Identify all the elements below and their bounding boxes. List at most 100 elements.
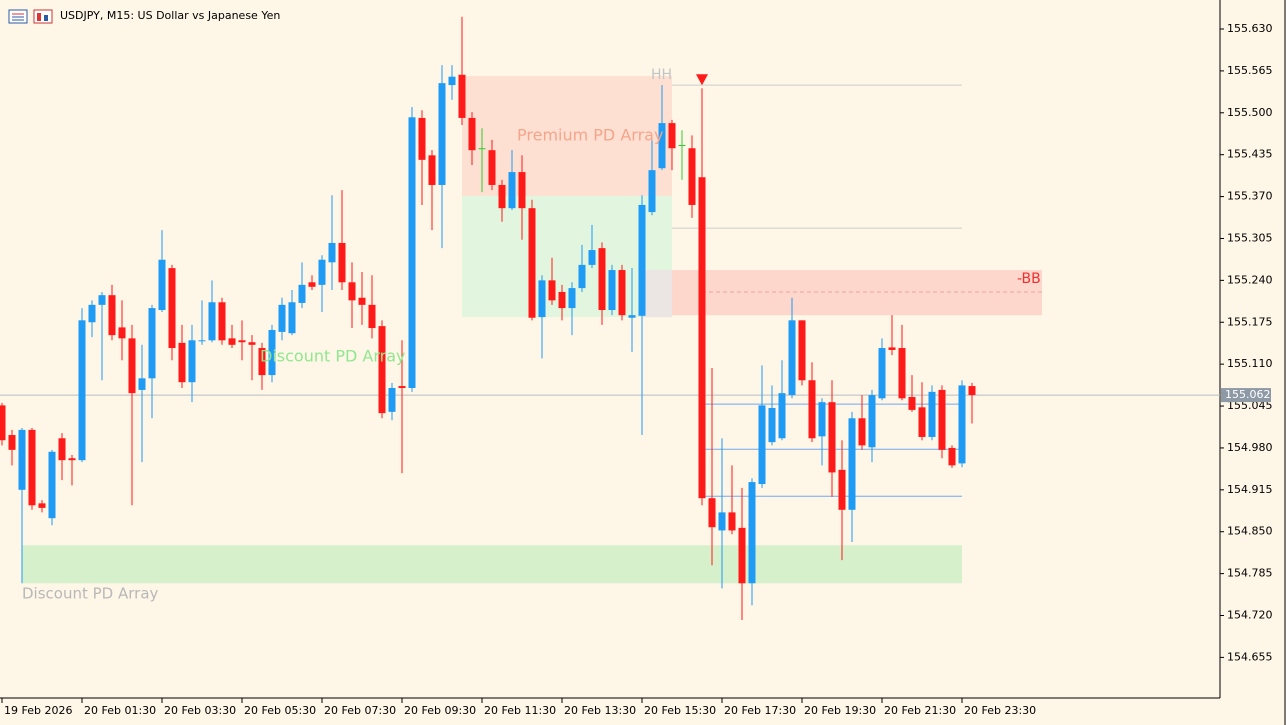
candle-body	[348, 282, 356, 301]
candle-body	[278, 304, 286, 332]
candle-body	[328, 242, 336, 263]
icon-chart	[33, 9, 53, 24]
candle-body	[398, 386, 406, 388]
candle-body	[738, 527, 746, 584]
candle-body	[488, 150, 496, 185]
candle-body	[698, 177, 706, 499]
y-tick-label: 154.720	[1227, 609, 1273, 622]
candle-body	[858, 418, 866, 446]
candle-body	[758, 405, 766, 485]
x-tick-label: 19 Feb 2026	[4, 704, 72, 717]
x-tick-label: 20 Feb 11:30	[484, 704, 556, 717]
candle-body	[928, 391, 936, 437]
candle-body	[648, 170, 656, 213]
candle-body	[0, 405, 6, 441]
x-tick-label: 20 Feb 21:30	[884, 704, 956, 717]
y-tick-label: 155.045	[1227, 399, 1273, 412]
candle-body	[968, 386, 976, 396]
candle-body	[468, 117, 476, 151]
x-tick-label: 20 Feb 03:30	[164, 704, 236, 717]
candle-body	[248, 342, 256, 345]
candle-body	[568, 288, 576, 309]
candle-body	[538, 280, 546, 318]
candle-body	[168, 268, 176, 349]
candle-body	[728, 512, 736, 531]
candle-body	[88, 304, 96, 323]
candle-body	[388, 387, 396, 412]
candle-body	[478, 148, 486, 150]
candle-body	[688, 148, 696, 205]
x-tick-label: 20 Feb 09:30	[404, 704, 476, 717]
candle-body	[58, 438, 66, 461]
candle-body	[368, 304, 376, 329]
candle-body	[948, 447, 956, 466]
candle-body	[228, 338, 236, 345]
candle-body	[508, 172, 516, 209]
candle-body	[868, 395, 876, 448]
x-tick-label: 20 Feb 05:30	[244, 704, 316, 717]
candle-body	[668, 123, 676, 149]
candle-body	[578, 264, 586, 289]
header-icons	[8, 9, 53, 24]
chart-title: USDJPY, M15: US Dollar vs Japanese Yen	[60, 9, 280, 22]
annotation: Discount PD Array	[22, 585, 159, 603]
candle-body	[408, 117, 416, 388]
x-tick-label: 20 Feb 07:30	[324, 704, 396, 717]
candle-body	[268, 329, 276, 376]
current-price-label: 155.062	[1225, 388, 1271, 401]
candle-body	[638, 204, 646, 316]
annotation: -BB	[1017, 271, 1041, 287]
x-tick-label: 20 Feb 23:30	[964, 704, 1036, 717]
candle-body	[958, 385, 966, 464]
candle-body	[8, 435, 16, 450]
candle-body	[658, 123, 666, 169]
candle-body	[678, 145, 686, 147]
annotation: Premium PD Array	[517, 126, 663, 145]
candle-body	[358, 297, 366, 305]
candle-body	[558, 291, 566, 309]
candle-body	[778, 393, 786, 439]
candle-body	[198, 340, 206, 342]
candle-body	[848, 418, 856, 510]
y-tick-label: 154.915	[1227, 483, 1273, 496]
y-tick-label: 154.980	[1227, 441, 1273, 454]
candle-body	[918, 407, 926, 437]
candle-body	[708, 498, 716, 528]
candle-body	[298, 284, 306, 303]
candle-body	[748, 482, 756, 584]
x-tick-label: 20 Feb 13:30	[564, 704, 636, 717]
y-tick-label: 155.500	[1227, 106, 1273, 119]
y-tick-label: 155.435	[1227, 148, 1273, 161]
zone	[462, 195, 672, 318]
x-tick-label: 20 Feb 19:30	[804, 704, 876, 717]
candle-body	[258, 348, 266, 376]
candle-body	[68, 458, 76, 461]
y-tick-label: 155.565	[1227, 64, 1273, 77]
candle-body	[528, 208, 536, 318]
signal-marker	[696, 74, 708, 86]
zone	[642, 270, 672, 318]
candle-body	[898, 348, 906, 399]
y-tick-label: 154.785	[1227, 567, 1273, 580]
candle-body	[378, 326, 386, 414]
y-tick-label: 155.175	[1227, 315, 1273, 328]
zones	[22, 76, 1042, 584]
candle-body	[138, 378, 146, 390]
y-tick-label: 155.305	[1227, 231, 1273, 244]
y-tick-label: 154.655	[1227, 650, 1273, 663]
candle-body	[428, 155, 436, 185]
candle-body	[188, 340, 196, 383]
candle-body	[548, 280, 556, 301]
x-tick-label: 20 Feb 01:30	[84, 704, 156, 717]
candle-body	[598, 248, 606, 311]
y-tick-label: 155.370	[1227, 190, 1273, 203]
icon-bar	[44, 15, 48, 21]
candle-body	[238, 340, 246, 343]
candle-body	[118, 327, 126, 339]
candle-body	[178, 342, 186, 383]
x-tick-label: 20 Feb 17:30	[724, 704, 796, 717]
annotation: Discount PD Array	[260, 347, 405, 366]
candle-body	[318, 259, 326, 285]
candle-body	[438, 83, 446, 185]
